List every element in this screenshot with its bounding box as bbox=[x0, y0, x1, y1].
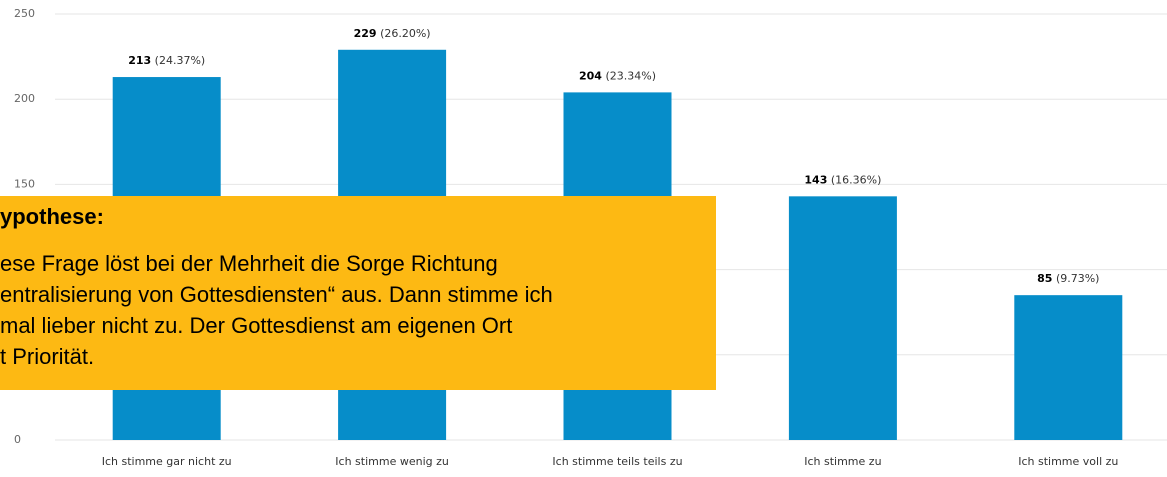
x-tick-label: Ich stimme gar nicht zu bbox=[102, 455, 232, 468]
data-label: 204 (23.34%) bbox=[579, 69, 656, 82]
x-tick-label: Ich stimme teils teils zu bbox=[552, 455, 682, 468]
hypothesis-line: ese Frage löst bei der Mehrheit die Sorg… bbox=[0, 251, 498, 276]
y-tick-label: 0 bbox=[14, 433, 21, 446]
data-label-value: 213 bbox=[128, 54, 151, 67]
hypothesis-heading: ypothese: bbox=[0, 204, 104, 229]
bar bbox=[788, 196, 897, 440]
data-label-share: (26.20%) bbox=[380, 27, 431, 40]
x-tick-label: Ich stimme wenig zu bbox=[335, 455, 449, 468]
data-label-value: 229 bbox=[354, 27, 377, 40]
hypothesis-line: entralisierung von Gottesdiensten“ aus. … bbox=[0, 282, 553, 307]
data-label-value: 85 bbox=[1037, 272, 1052, 285]
data-label: 229 (26.20%) bbox=[354, 27, 431, 40]
y-tick-label: 200 bbox=[14, 92, 35, 105]
hypothesis-box: ypothese: ese Frage löst bei der Mehrhei… bbox=[0, 196, 716, 390]
x-tick-label: Ich stimme voll zu bbox=[1018, 455, 1118, 468]
data-label-share: (24.37%) bbox=[155, 54, 206, 67]
data-label-share: (23.34%) bbox=[605, 69, 656, 82]
hypothesis-line: t Priorität. bbox=[0, 344, 95, 369]
bar bbox=[1014, 295, 1123, 440]
data-label-share: (16.36%) bbox=[831, 173, 882, 186]
data-label-value: 204 bbox=[579, 69, 602, 82]
data-label: 85 (9.73%) bbox=[1037, 272, 1099, 285]
data-label: 143 (16.36%) bbox=[804, 173, 881, 186]
x-tick-label: Ich stimme zu bbox=[804, 455, 881, 468]
hypothesis-line: mal lieber nicht zu. Der Gottesdienst am… bbox=[0, 313, 513, 338]
data-label-share: (9.73%) bbox=[1056, 272, 1100, 285]
data-label-value: 143 bbox=[804, 173, 827, 186]
y-tick-label: 250 bbox=[14, 7, 35, 20]
y-tick-label: 150 bbox=[14, 177, 35, 190]
data-label: 213 (24.37%) bbox=[128, 54, 205, 67]
